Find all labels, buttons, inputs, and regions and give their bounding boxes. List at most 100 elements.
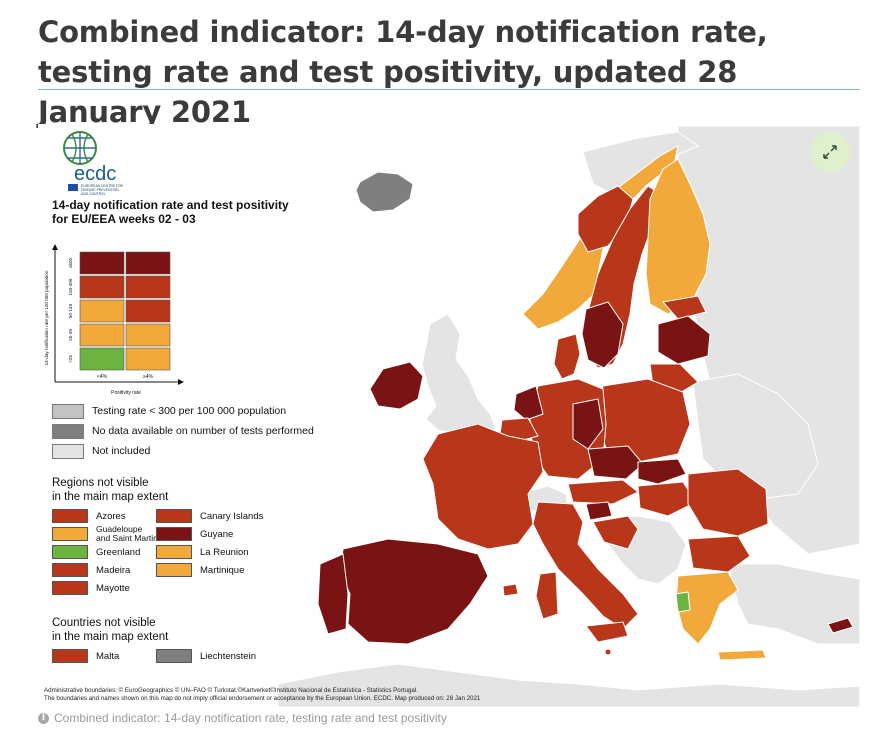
map-region-germany-east: [572, 398, 604, 450]
regions-heading: Regions not visible in the main map exte…: [52, 476, 252, 504]
map-region-czechia: [587, 445, 644, 480]
map-region-sweden-south: [581, 301, 624, 369]
map-region-italy: [532, 501, 639, 630]
region-item: Madeira: [52, 563, 130, 577]
region-label: Canary Islands: [200, 510, 264, 522]
legend-item: Not included: [52, 443, 150, 459]
map-figure[interactable]: ecdc EUROPEAN CENTRE FOR DISEASE PREVENT…: [38, 124, 860, 707]
matrix-y-axis-label: 14-day notification rate per 100 000 pop…: [44, 270, 49, 365]
country-item: Liechtenstein: [156, 649, 256, 663]
legend-swatch: [52, 443, 84, 459]
map-region-malta: [605, 649, 611, 655]
region-item: Martinique: [156, 563, 244, 577]
region-item: La Reunion: [156, 545, 249, 559]
map-region-slovakia: [637, 458, 687, 485]
page-title: Combined indicator: 14-day notification …: [38, 15, 768, 129]
matrix-column-label: <4%: [97, 374, 108, 380]
country-swatch: [52, 649, 88, 663]
caption-text: Combined indicator: 14-day notification …: [54, 711, 447, 725]
map-region-balearics: [502, 583, 519, 597]
ecdc-subtitle-2: DISEASE PREVENTION: [81, 188, 119, 192]
matrix-row-label: ≥500: [68, 257, 73, 268]
map-region-portugal: [317, 553, 349, 635]
matrix-cell-4-1: [125, 347, 171, 371]
region-label: La Reunion: [200, 546, 249, 558]
map-region-ireland: [369, 361, 424, 410]
region-item: Azores: [52, 509, 126, 523]
legend-label: Testing rate < 300 per 100 000 populatio…: [92, 405, 287, 417]
map-region-crete: [717, 649, 767, 661]
matrix-cell-0-1: [125, 251, 171, 275]
matrix-cell-1-0: [79, 275, 125, 299]
matrix-cell-0-0: [79, 251, 125, 275]
map-region-slovenia: [585, 501, 613, 521]
region-item: Mayotte: [52, 581, 130, 595]
region-swatch: [156, 563, 192, 577]
region-label: Martinique: [200, 564, 245, 576]
bivariate-matrix: 14-day notification rate per 100 000 pop…: [44, 244, 184, 396]
europe-map[interactable]: [38, 124, 860, 707]
region-swatch: [52, 563, 88, 577]
legend-label: Not included: [92, 445, 151, 457]
country-swatch: [156, 649, 192, 663]
region-item: Canary Islands: [156, 509, 263, 523]
expand-map-button[interactable]: [810, 132, 850, 172]
region-swatch: [156, 545, 192, 559]
matrix-row-label: 150-499: [68, 278, 73, 295]
map-region-turkey: [727, 563, 860, 645]
ecdc-logo: ecdc EUROPEAN CENTRE FOR DISEASE PREVENT…: [54, 128, 164, 198]
map-region-greece-west: [675, 591, 691, 613]
expand-arrows-icon: [823, 145, 837, 159]
region-label: Greenland: [96, 546, 141, 558]
region-label: Azores: [96, 510, 126, 522]
region-item: Guadeloupe and Saint Martin: [52, 524, 158, 543]
map-region-spain: [339, 538, 489, 645]
matrix-cell-2-0: [79, 299, 125, 323]
region-swatch: [52, 509, 88, 523]
attribution-line-1: Administrative boundaries: © EuroGeograp…: [44, 687, 418, 694]
map-region-sicily: [585, 621, 629, 643]
region-label: Guadeloupe and Saint Martin: [96, 524, 158, 543]
matrix-cell-3-1: [125, 323, 171, 347]
legend-title-line-2: for EU/EEA weeks 02 - 03: [52, 212, 196, 226]
map-region-ukraine-belarus: [692, 373, 819, 500]
map-region-finland: [645, 158, 711, 315]
countries-heading: Countries not visible in the main map ex…: [52, 616, 252, 644]
map-region-cyprus: [827, 617, 854, 634]
region-item: Guyane: [156, 527, 233, 541]
map-region-sardinia: [535, 571, 559, 620]
map-region-bulgaria: [687, 535, 751, 573]
matrix-cell-4-0: [79, 347, 125, 371]
matrix-column-label: ≥4%: [143, 374, 154, 380]
region-swatch: [52, 527, 88, 541]
country-label: Liechtenstein: [200, 650, 256, 662]
map-region-north-africa: [277, 663, 860, 707]
map-region-iceland: [355, 171, 414, 213]
region-swatch: [52, 581, 88, 595]
region-label: Madeira: [96, 564, 131, 576]
regions-heading-line-1: Regions not visible: [52, 477, 149, 489]
region-swatch: [52, 545, 88, 559]
ecdc-globe-icon: ecdc EUROPEAN CENTRE FOR DISEASE PREVENT…: [63, 131, 124, 196]
legend-item: No data available on number of tests per…: [52, 423, 314, 439]
map-region-uk: [421, 313, 497, 437]
matrix-row-label: 25-49: [68, 329, 73, 341]
matrix-col-labels: <4% ≥4%: [97, 374, 154, 380]
matrix-cell-1-1: [125, 275, 171, 299]
matrix-row-labels: ≥500 150-499 50-149 25-49 <25: [68, 257, 73, 362]
ecdc-subtitle-3: AND CONTROL: [81, 192, 106, 196]
map-region-estonia: [662, 295, 707, 320]
matrix-cell-2-1: [125, 299, 171, 323]
matrix-row-label: <25: [68, 355, 73, 363]
map-region-hungary: [637, 481, 697, 517]
info-icon[interactable]: i: [38, 712, 49, 724]
map-region-romania: [687, 468, 769, 537]
matrix-row-label: 50-149: [68, 303, 73, 318]
countries-heading-line-2: in the main map extent: [52, 631, 169, 643]
countries-heading-line-1: Countries not visible: [52, 617, 156, 629]
map-legend: ecdc EUROPEAN CENTRE FOR DISEASE PREVENT…: [38, 124, 358, 684]
legend-swatch: [52, 423, 84, 439]
ecdc-logo-text: ecdc: [74, 163, 116, 185]
attribution-line-2: The boundaries and names shown on this m…: [44, 695, 481, 702]
region-item: Greenland: [52, 545, 140, 559]
